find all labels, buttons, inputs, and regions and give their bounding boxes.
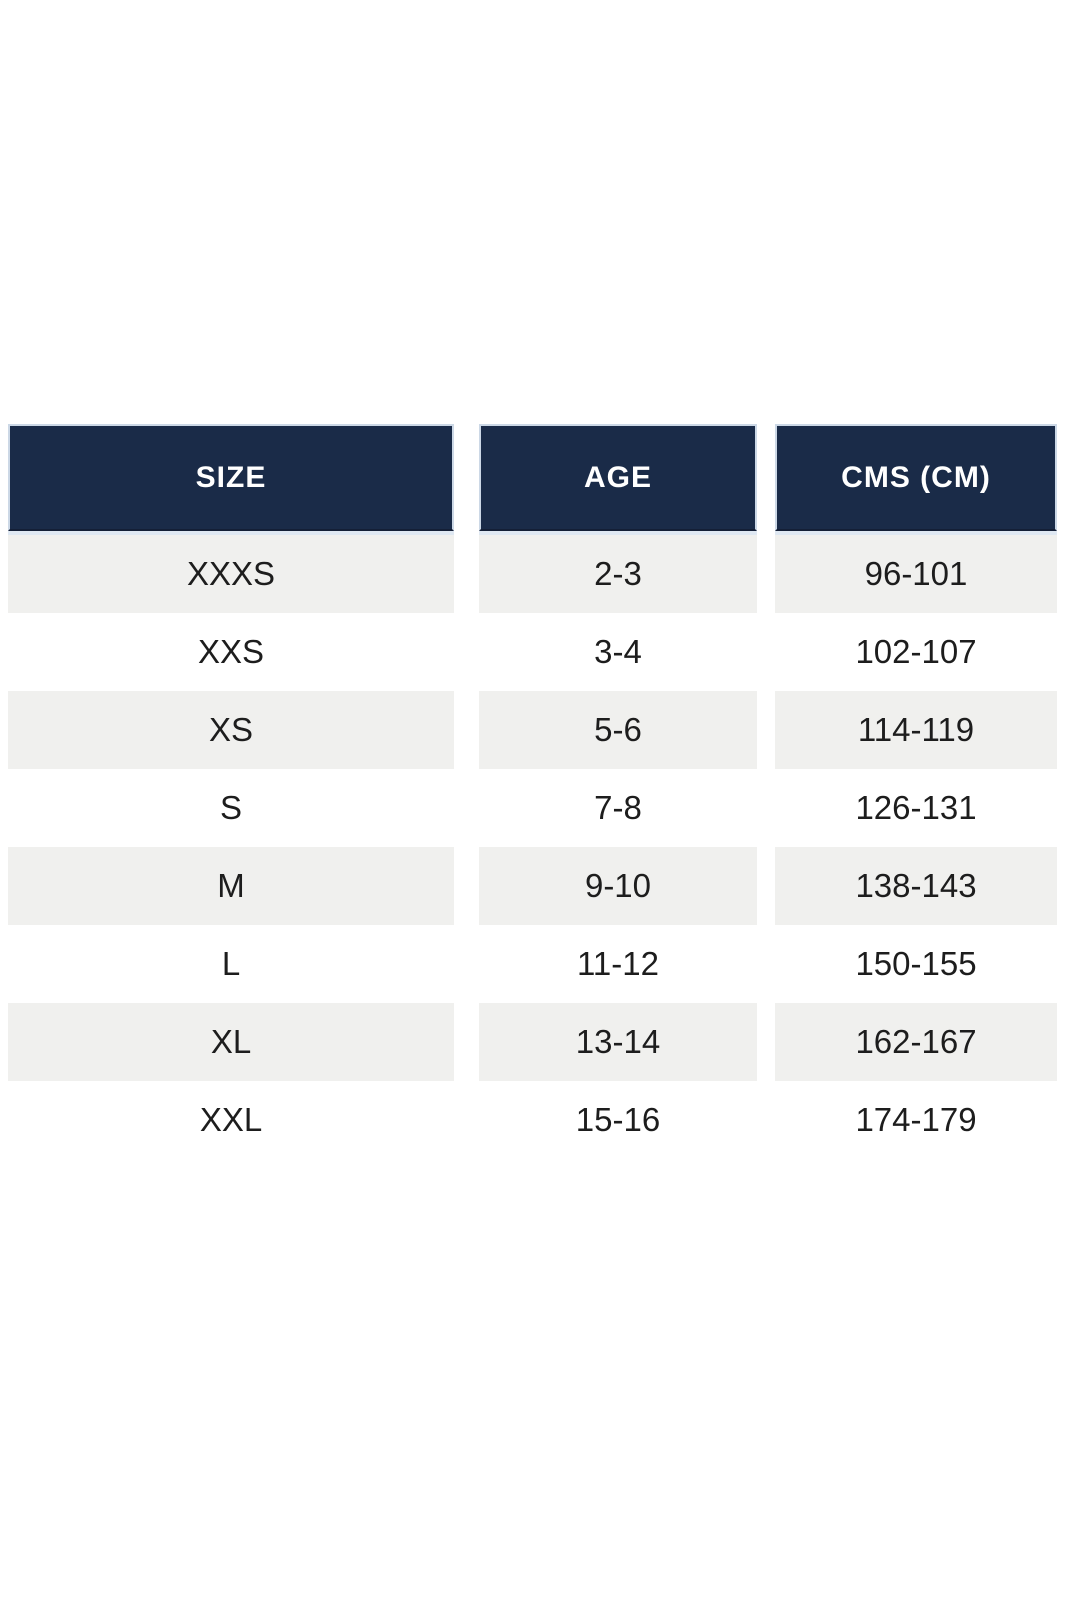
cms-cell: 174-179 <box>775 1081 1057 1159</box>
header-divider <box>479 531 757 535</box>
cms-cell: 138-143 <box>775 847 1057 925</box>
age-cell: 3-4 <box>479 613 757 691</box>
cms-cell: 150-155 <box>775 925 1057 1003</box>
age-column-header: AGE <box>479 424 757 531</box>
size-cell: XS <box>8 691 454 769</box>
age-cell: 11-12 <box>479 925 757 1003</box>
age-cell: 2-3 <box>479 535 757 613</box>
size-cell: XXXS <box>8 535 454 613</box>
header-divider <box>775 531 1057 535</box>
size-column-header: SIZE <box>8 424 454 531</box>
size-cell: XXL <box>8 1081 454 1159</box>
cms-cell: 96-101 <box>775 535 1057 613</box>
size-cell: XL <box>8 1003 454 1081</box>
age-column: AGE 2-3 3-4 5-6 7-8 9-10 11-12 13-14 15-… <box>479 424 757 1159</box>
size-chart-table: SIZE XXXS XXS XS S M L XL XXL AGE 2-3 3-… <box>8 424 1057 1159</box>
size-cell: L <box>8 925 454 1003</box>
age-cell: 15-16 <box>479 1081 757 1159</box>
age-cell: 13-14 <box>479 1003 757 1081</box>
cms-column-header: CMS (CM) <box>775 424 1057 531</box>
header-divider <box>8 531 454 535</box>
cms-cell: 126-131 <box>775 769 1057 847</box>
age-cell: 5-6 <box>479 691 757 769</box>
size-column: SIZE XXXS XXS XS S M L XL XXL <box>8 424 454 1159</box>
cms-cell: 102-107 <box>775 613 1057 691</box>
cms-cell: 162-167 <box>775 1003 1057 1081</box>
size-cell: M <box>8 847 454 925</box>
age-cell: 7-8 <box>479 769 757 847</box>
age-cell: 9-10 <box>479 847 757 925</box>
size-cell: XXS <box>8 613 454 691</box>
cms-cell: 114-119 <box>775 691 1057 769</box>
cms-column: CMS (CM) 96-101 102-107 114-119 126-131 … <box>775 424 1057 1159</box>
size-cell: S <box>8 769 454 847</box>
